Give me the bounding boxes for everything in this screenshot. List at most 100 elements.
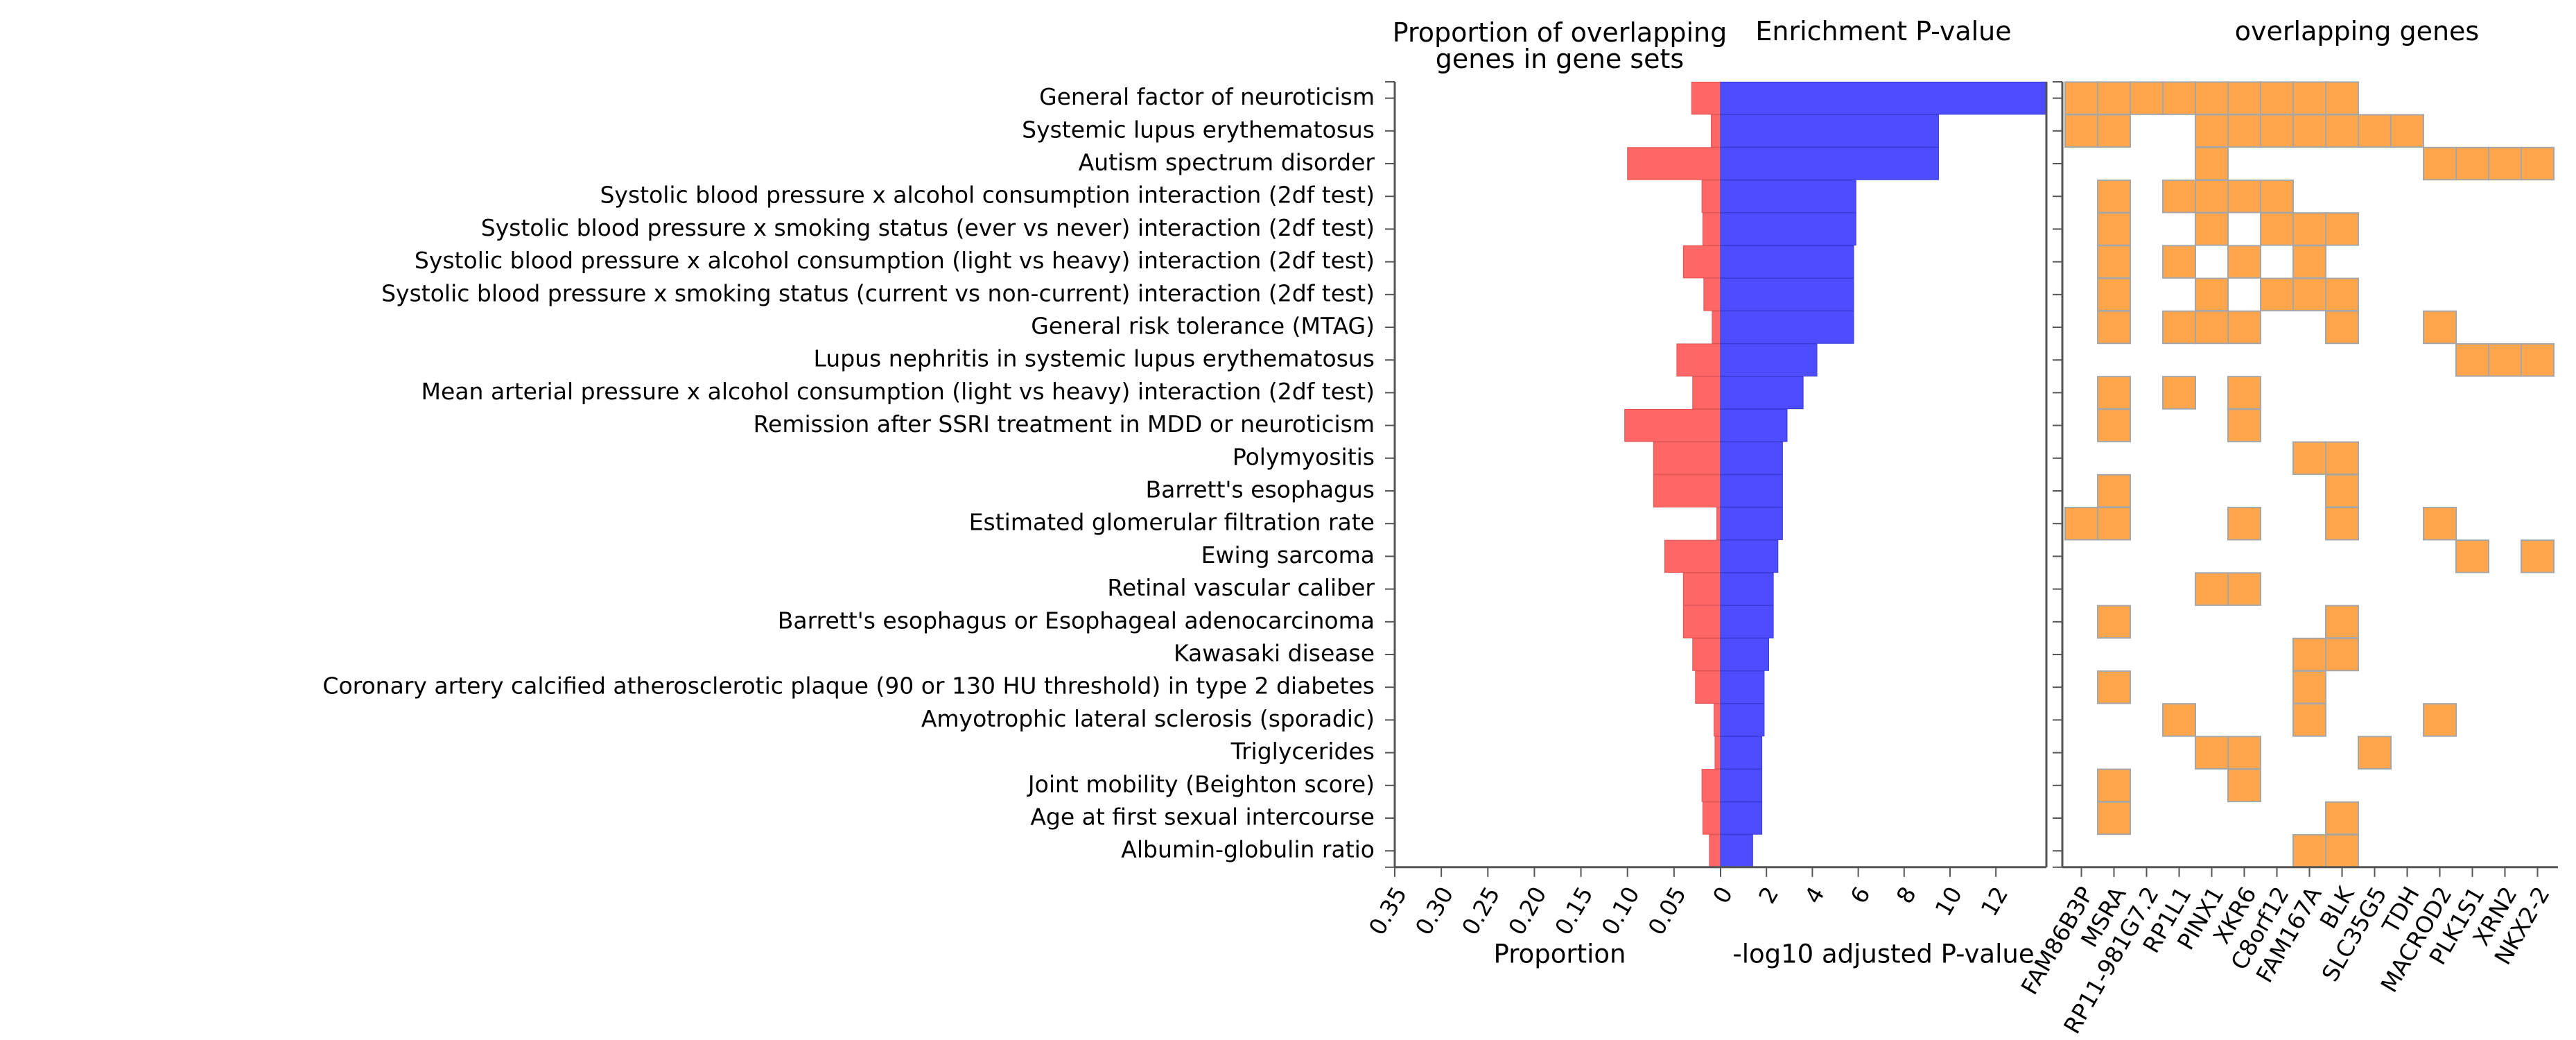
- enrichment-bar: [1720, 442, 1783, 475]
- gene-cell: [2227, 408, 2261, 442]
- category-label: Barrett's esophagus or Esophageal adenoc…: [778, 607, 1375, 634]
- category-label: Lupus nephritis in systemic lupus erythe…: [813, 345, 1375, 372]
- gene-cell: [2195, 179, 2229, 214]
- gene-cell: [2097, 408, 2131, 442]
- gene-cell: [2097, 277, 2131, 312]
- gene-cell: [2162, 179, 2196, 214]
- gene-cell: [2292, 441, 2326, 476]
- category-label: Estimated glomerular filtration rate: [969, 509, 1375, 536]
- gene-cell: [2325, 605, 2359, 639]
- proportion-bar: [1709, 834, 1721, 867]
- enrichment-bar: [1720, 81, 2047, 115]
- gene-cell: [2064, 506, 2098, 541]
- proportion-tick-label: 0.35: [1364, 882, 1413, 939]
- gene-cell: [2260, 277, 2294, 312]
- proportion-bar: [1624, 408, 1721, 442]
- enrichment-bar: [1720, 245, 1854, 279]
- proportion-bar: [1682, 245, 1721, 279]
- proportion-bar: [1701, 180, 1721, 213]
- gene-cell: [2162, 81, 2196, 115]
- gene-cell: [2195, 114, 2229, 148]
- proportion-bar: [1695, 670, 1721, 704]
- gene-cell: [2162, 310, 2196, 345]
- gene-cell: [2130, 81, 2164, 115]
- gene-cell: [2325, 212, 2359, 246]
- gene-cell: [2097, 212, 2131, 246]
- gene-cell: [2227, 376, 2261, 410]
- category-label: Barrett's esophagus: [1146, 476, 1375, 503]
- enrichment-bar: [1720, 605, 1774, 639]
- proportion-tick-label: 0.30: [1410, 882, 1459, 939]
- gene-cell: [2325, 441, 2359, 476]
- gene-cell: [2325, 81, 2359, 115]
- gene-cell: [2162, 376, 2196, 410]
- proportion-bar: [1716, 507, 1721, 540]
- proportion-bar: [1711, 114, 1721, 148]
- gene-cell: [2227, 81, 2261, 115]
- gene-cell: [2292, 81, 2326, 115]
- gene-cell: [2260, 212, 2294, 246]
- enrichment-bar: [1720, 703, 1765, 737]
- enrichment-bar: [1720, 376, 1804, 410]
- enrichment-bar: [1720, 278, 1854, 311]
- gene-cell: [2488, 146, 2522, 181]
- gene-cell: [2097, 179, 2131, 214]
- gene-cell: [2292, 114, 2326, 148]
- proportion-panel-title: genes in gene sets: [1436, 44, 1684, 74]
- gene-cell: [2227, 572, 2261, 606]
- gene-cell: [2097, 801, 2131, 835]
- category-label: Joint mobility (Beighton score): [1027, 770, 1375, 797]
- enrichment-tick-label: 8: [1891, 882, 1922, 908]
- category-label: General risk tolerance (MTAG): [1031, 313, 1375, 340]
- gene-cell: [2325, 474, 2359, 508]
- enrichment-panel-title: Enrichment P-value: [1755, 16, 2011, 46]
- gene-cell: [2325, 277, 2359, 312]
- gene-cell: [2227, 179, 2261, 214]
- gene-cell: [2097, 81, 2131, 115]
- gene-cell: [2325, 310, 2359, 345]
- category-label: Amyotrophic lateral sclerosis (sporadic): [921, 705, 1375, 732]
- gene-cell: [2227, 768, 2261, 803]
- gene-cell: [2292, 245, 2326, 279]
- gene-cell: [2227, 114, 2261, 148]
- category-label: Systolic blood pressure x alcohol consum…: [600, 182, 1375, 209]
- enrichment-bar: [1720, 507, 1783, 540]
- genes-panel-title: overlapping genes: [2235, 16, 2479, 46]
- enrichment-bar: [1720, 343, 1818, 376]
- enrichment-tick-label: 10: [1929, 882, 1967, 921]
- category-label: Systolic blood pressure x smoking status…: [481, 214, 1375, 241]
- proportion-tick-label: 0.10: [1596, 882, 1645, 939]
- proportion-bar: [1714, 703, 1721, 737]
- proportion-bar: [1712, 311, 1721, 344]
- proportion-bar: [1702, 212, 1721, 246]
- gene-cell: [2521, 343, 2555, 377]
- enrichment-axis-label: -log10 adjusted P-value: [1732, 939, 2034, 969]
- category-label: Coronary artery calcified atheroscleroti…: [322, 673, 1375, 700]
- proportion-bar: [1691, 81, 1721, 115]
- category-label: Retinal vascular caliber: [1107, 574, 1375, 601]
- enrichment-bar: [1720, 114, 1939, 148]
- proportion-bar: [1653, 474, 1721, 508]
- enrichment-bar: [1720, 801, 1763, 835]
- gene-cell: [2097, 474, 2131, 508]
- enrichment-bar: [1720, 638, 1770, 671]
- gene-cell: [2521, 539, 2555, 573]
- gene-cell: [2195, 146, 2229, 181]
- gene-cell: [2097, 245, 2131, 279]
- category-label: Remission after SSRI treatment in MDD or…: [754, 410, 1375, 437]
- enrichment-bar: [1720, 572, 1774, 606]
- gene-cell: [2064, 114, 2098, 148]
- gene-cell: [2358, 736, 2392, 770]
- enrichment-tick-label: 2: [1753, 882, 1784, 908]
- enrichment-bar: [1720, 180, 1856, 213]
- gene-cell: [2423, 506, 2457, 541]
- enrichment-bar: [1720, 474, 1783, 508]
- gene-cell: [2097, 310, 2131, 345]
- category-label: Systolic blood pressure x alcohol consum…: [415, 247, 1375, 274]
- gene-cell: [2455, 539, 2489, 573]
- proportion-tick-label: 0: [1707, 882, 1738, 908]
- gene-cell: [2292, 637, 2326, 672]
- gene-cell: [2097, 768, 2131, 803]
- gene-cell: [2292, 703, 2326, 737]
- category-label: Albumin-globulin ratio: [1121, 836, 1375, 863]
